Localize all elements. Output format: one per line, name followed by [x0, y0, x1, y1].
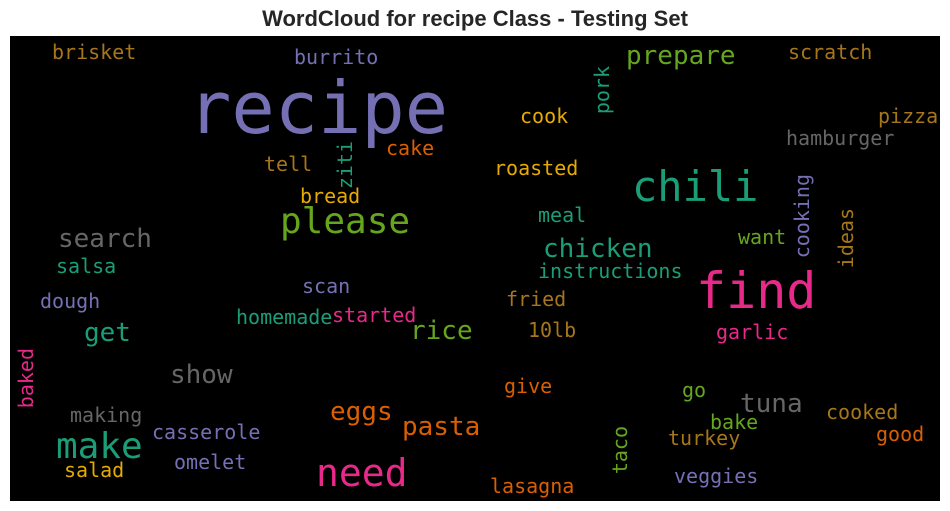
word-salad: salad	[64, 458, 125, 482]
word-meal: meal	[538, 203, 587, 227]
word-pizza: pizza	[878, 104, 939, 128]
word-pasta: pasta	[402, 412, 481, 442]
word-scratch: scratch	[788, 40, 873, 64]
word-10lb: 10lb	[528, 318, 577, 342]
word-tuna: tuna	[740, 389, 803, 419]
word-homemade: homemade	[236, 305, 333, 329]
word-turkey: turkey	[668, 426, 741, 450]
word-salsa: salsa	[56, 254, 117, 278]
word-go: go	[682, 378, 707, 402]
chart-title: WordCloud for recipe Class - Testing Set	[262, 6, 688, 31]
word-chicken: chicken	[543, 234, 653, 264]
word-ideas: ideas	[834, 208, 858, 269]
word-give: give	[504, 374, 553, 398]
word-taco: taco	[608, 426, 632, 475]
word-tell: tell	[264, 152, 313, 176]
wordcloud-canvas: recipe find chili need make please search chick…	[10, 36, 940, 501]
word-please: please	[280, 201, 411, 242]
word-find: find	[696, 262, 817, 320]
word-need: need	[316, 451, 408, 495]
word-make: make	[56, 426, 143, 467]
word-started: started	[332, 303, 417, 327]
word-cake: cake	[386, 136, 435, 160]
word-brisket: brisket	[52, 40, 137, 64]
word-bake: bake	[710, 410, 759, 434]
word-dough: dough	[40, 289, 101, 313]
word-cooked: cooked	[826, 400, 899, 424]
word-chili: chili	[632, 162, 759, 211]
word-fried: fried	[506, 287, 567, 311]
word-cook: cook	[520, 104, 569, 128]
word-hamburger: hamburger	[786, 126, 895, 150]
word-rice: rice	[410, 316, 473, 346]
word-bread: bread	[300, 184, 361, 208]
word-recipe: recipe	[188, 66, 449, 150]
word-ziti: ziti	[333, 141, 357, 190]
word-making: making	[70, 403, 143, 427]
word-scan: scan	[302, 274, 351, 298]
word-garlic: garlic	[716, 320, 789, 344]
word-show: show	[170, 360, 233, 390]
word-want: want	[738, 225, 787, 249]
word-pork: pork	[590, 66, 614, 115]
word-burrito: burrito	[294, 45, 379, 69]
word-instructions: instructions	[538, 259, 683, 283]
word-get: get	[84, 318, 131, 348]
word-omelet: omelet	[174, 450, 247, 474]
word-cooking: cooking	[790, 174, 814, 259]
word-prepare: prepare	[626, 41, 736, 71]
word-casserole: casserole	[152, 420, 261, 444]
word-lasagna: lasagna	[490, 474, 575, 498]
word-good: good	[876, 422, 925, 446]
word-veggies: veggies	[674, 464, 759, 488]
word-baked: baked	[14, 348, 38, 409]
word-eggs: eggs	[330, 397, 393, 427]
word-roasted: roasted	[494, 156, 579, 180]
word-search: search	[58, 224, 152, 254]
